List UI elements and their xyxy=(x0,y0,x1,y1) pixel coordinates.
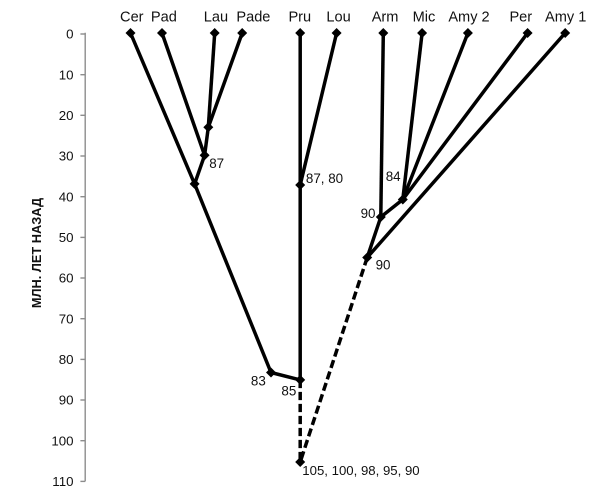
svg-text:Amy 2: Amy 2 xyxy=(448,10,489,26)
svg-text:100: 100 xyxy=(51,433,73,448)
svg-text:80: 80 xyxy=(59,352,74,367)
svg-text:Cer: Cer xyxy=(120,10,144,26)
svg-text:Amy 1: Amy 1 xyxy=(545,10,586,26)
svg-text:50: 50 xyxy=(59,230,74,245)
svg-text:60: 60 xyxy=(59,271,74,286)
svg-text:40: 40 xyxy=(59,189,74,204)
svg-text:20: 20 xyxy=(59,108,74,123)
svg-text:Lau: Lau xyxy=(204,10,228,26)
svg-text:83: 83 xyxy=(251,373,266,388)
svg-text:Mic: Mic xyxy=(413,10,436,26)
svg-text:Per: Per xyxy=(509,10,532,26)
svg-text:87: 87 xyxy=(209,156,224,171)
svg-text:Lou: Lou xyxy=(326,10,350,26)
svg-text:70: 70 xyxy=(59,311,74,326)
svg-text:110: 110 xyxy=(52,474,73,489)
svg-text:90: 90 xyxy=(361,206,376,221)
svg-text:30: 30 xyxy=(59,149,74,164)
svg-text:90: 90 xyxy=(376,257,391,272)
svg-text:МЛН. ЛЕТ НАЗАД: МЛН. ЛЕТ НАЗАД xyxy=(29,198,44,308)
svg-text:105, 100, 98, 95, 90: 105, 100, 98, 95, 90 xyxy=(302,463,419,478)
svg-text:85: 85 xyxy=(281,384,296,399)
svg-text:10: 10 xyxy=(59,67,74,82)
svg-text:0: 0 xyxy=(66,27,73,42)
svg-text:Pru: Pru xyxy=(288,10,311,26)
svg-text:84: 84 xyxy=(386,169,401,184)
svg-text:87, 80: 87, 80 xyxy=(306,171,343,186)
svg-text:Arm: Arm xyxy=(372,10,399,26)
svg-text:90: 90 xyxy=(59,393,74,408)
svg-text:Pad: Pad xyxy=(151,10,177,26)
svg-text:Pade: Pade xyxy=(236,10,270,26)
